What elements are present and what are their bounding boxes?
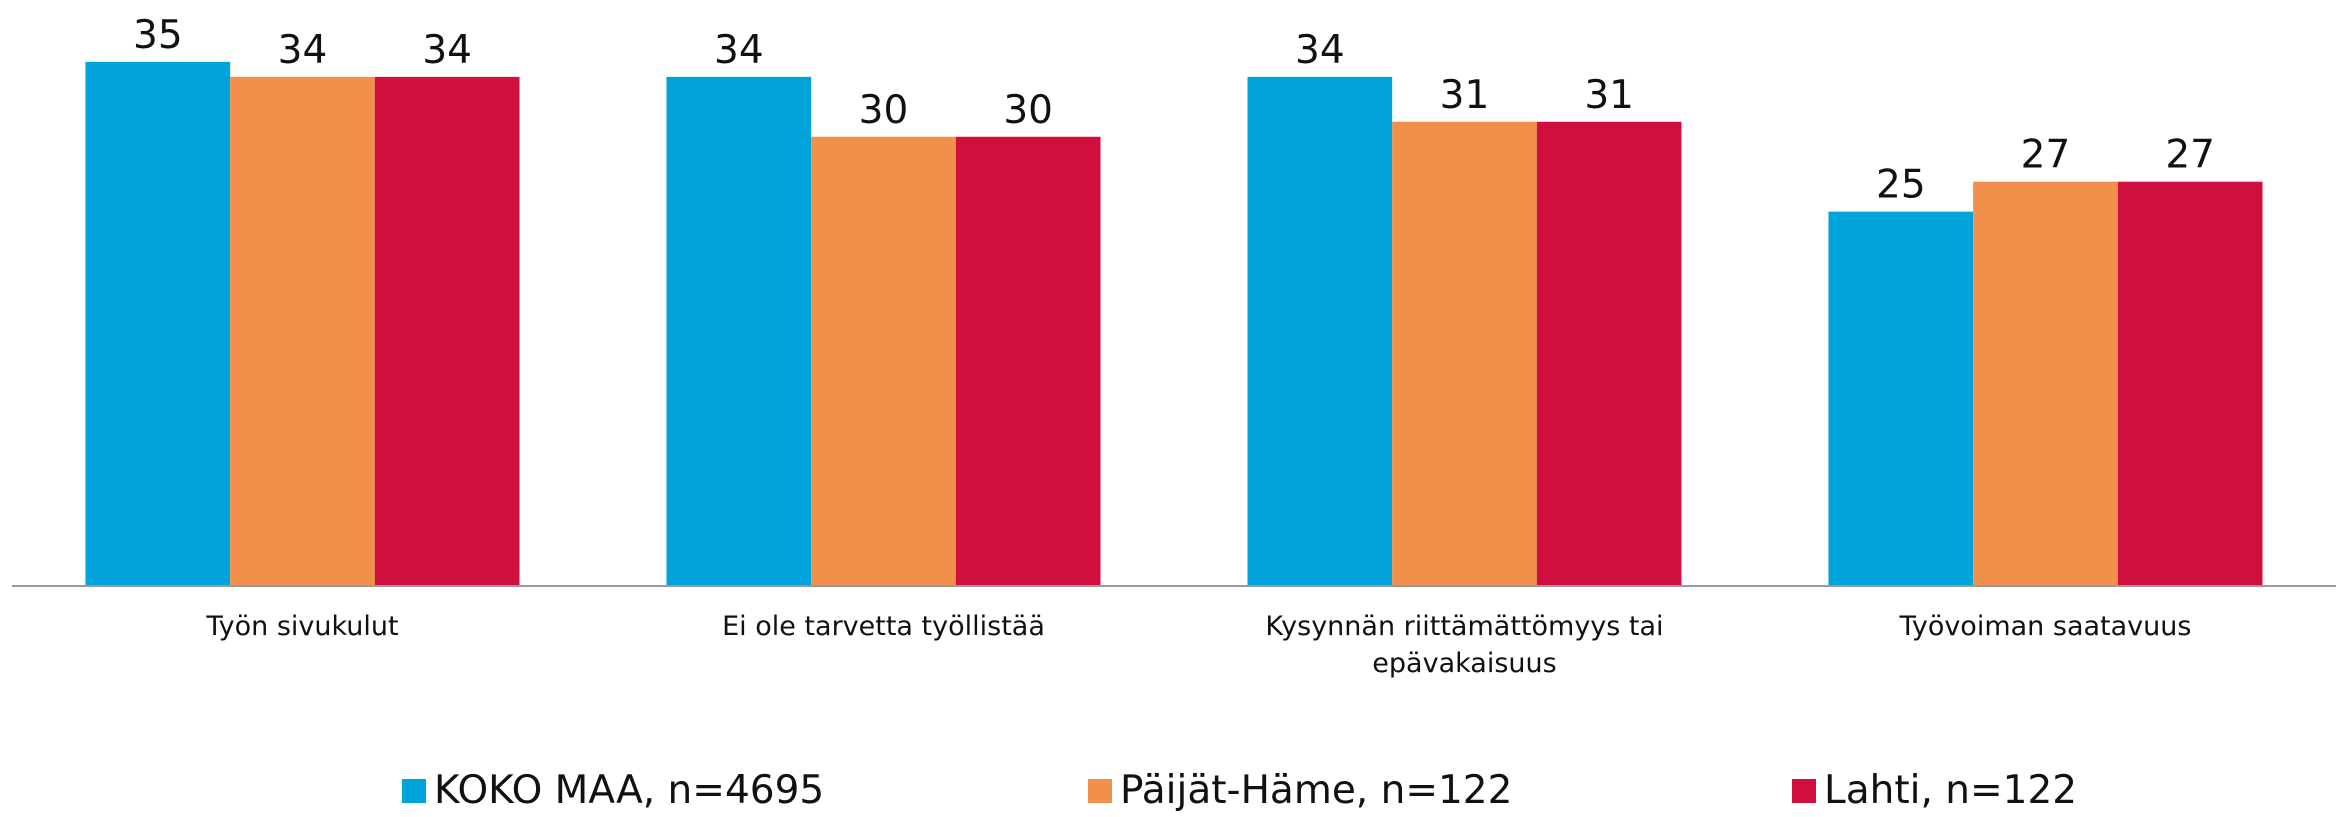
x-tick-label: Kysynnän riittämättömyys tai epävakaisuu… (1265, 611, 1664, 679)
bar (2117, 181, 2263, 586)
bar (1536, 121, 1682, 587)
legend-label: KOKO MAA, n=4695 (434, 768, 825, 813)
bar (1247, 76, 1393, 586)
value-label: 30 (1003, 88, 1053, 133)
bar (666, 76, 812, 586)
bar (955, 136, 1101, 586)
value-label: 34 (278, 28, 328, 73)
legend-swatch (1088, 778, 1112, 803)
legend-label: Päijät-Häme, n=122 (1120, 768, 1513, 813)
legend-label: Lahti, n=122 (1824, 768, 2078, 813)
legend-swatch (1792, 778, 1816, 803)
legend-entry: Lahti, n=122 (1792, 768, 2077, 813)
x-tick-label: Ei ole tarvetta työllistää (722, 611, 1045, 642)
value-label: 31 (1584, 73, 1634, 118)
bar (374, 76, 520, 586)
bar (811, 136, 956, 586)
bar (1392, 121, 1537, 587)
value-label: 25 (1876, 163, 1926, 208)
value-label: 30 (859, 88, 909, 133)
value-label: 27 (2165, 133, 2215, 178)
x-tick-label: Työn sivukulut (206, 611, 399, 642)
value-label: 34 (714, 28, 764, 73)
value-label: 27 (2021, 133, 2071, 178)
bar (1973, 181, 2118, 586)
bar (85, 61, 231, 586)
legend-swatch (402, 778, 426, 803)
value-label: 34 (422, 28, 472, 73)
bar (1828, 211, 1974, 586)
legend-entry: Päijät-Häme, n=122 (1088, 768, 1512, 813)
bar (230, 76, 375, 586)
value-label: 34 (1295, 28, 1345, 73)
x-tick-label: Työvoiman saatavuus (1899, 611, 2192, 642)
legend-entry: KOKO MAA, n=4695 (402, 768, 824, 813)
value-label: 35 (133, 13, 183, 58)
value-label: 31 (1440, 73, 1490, 118)
